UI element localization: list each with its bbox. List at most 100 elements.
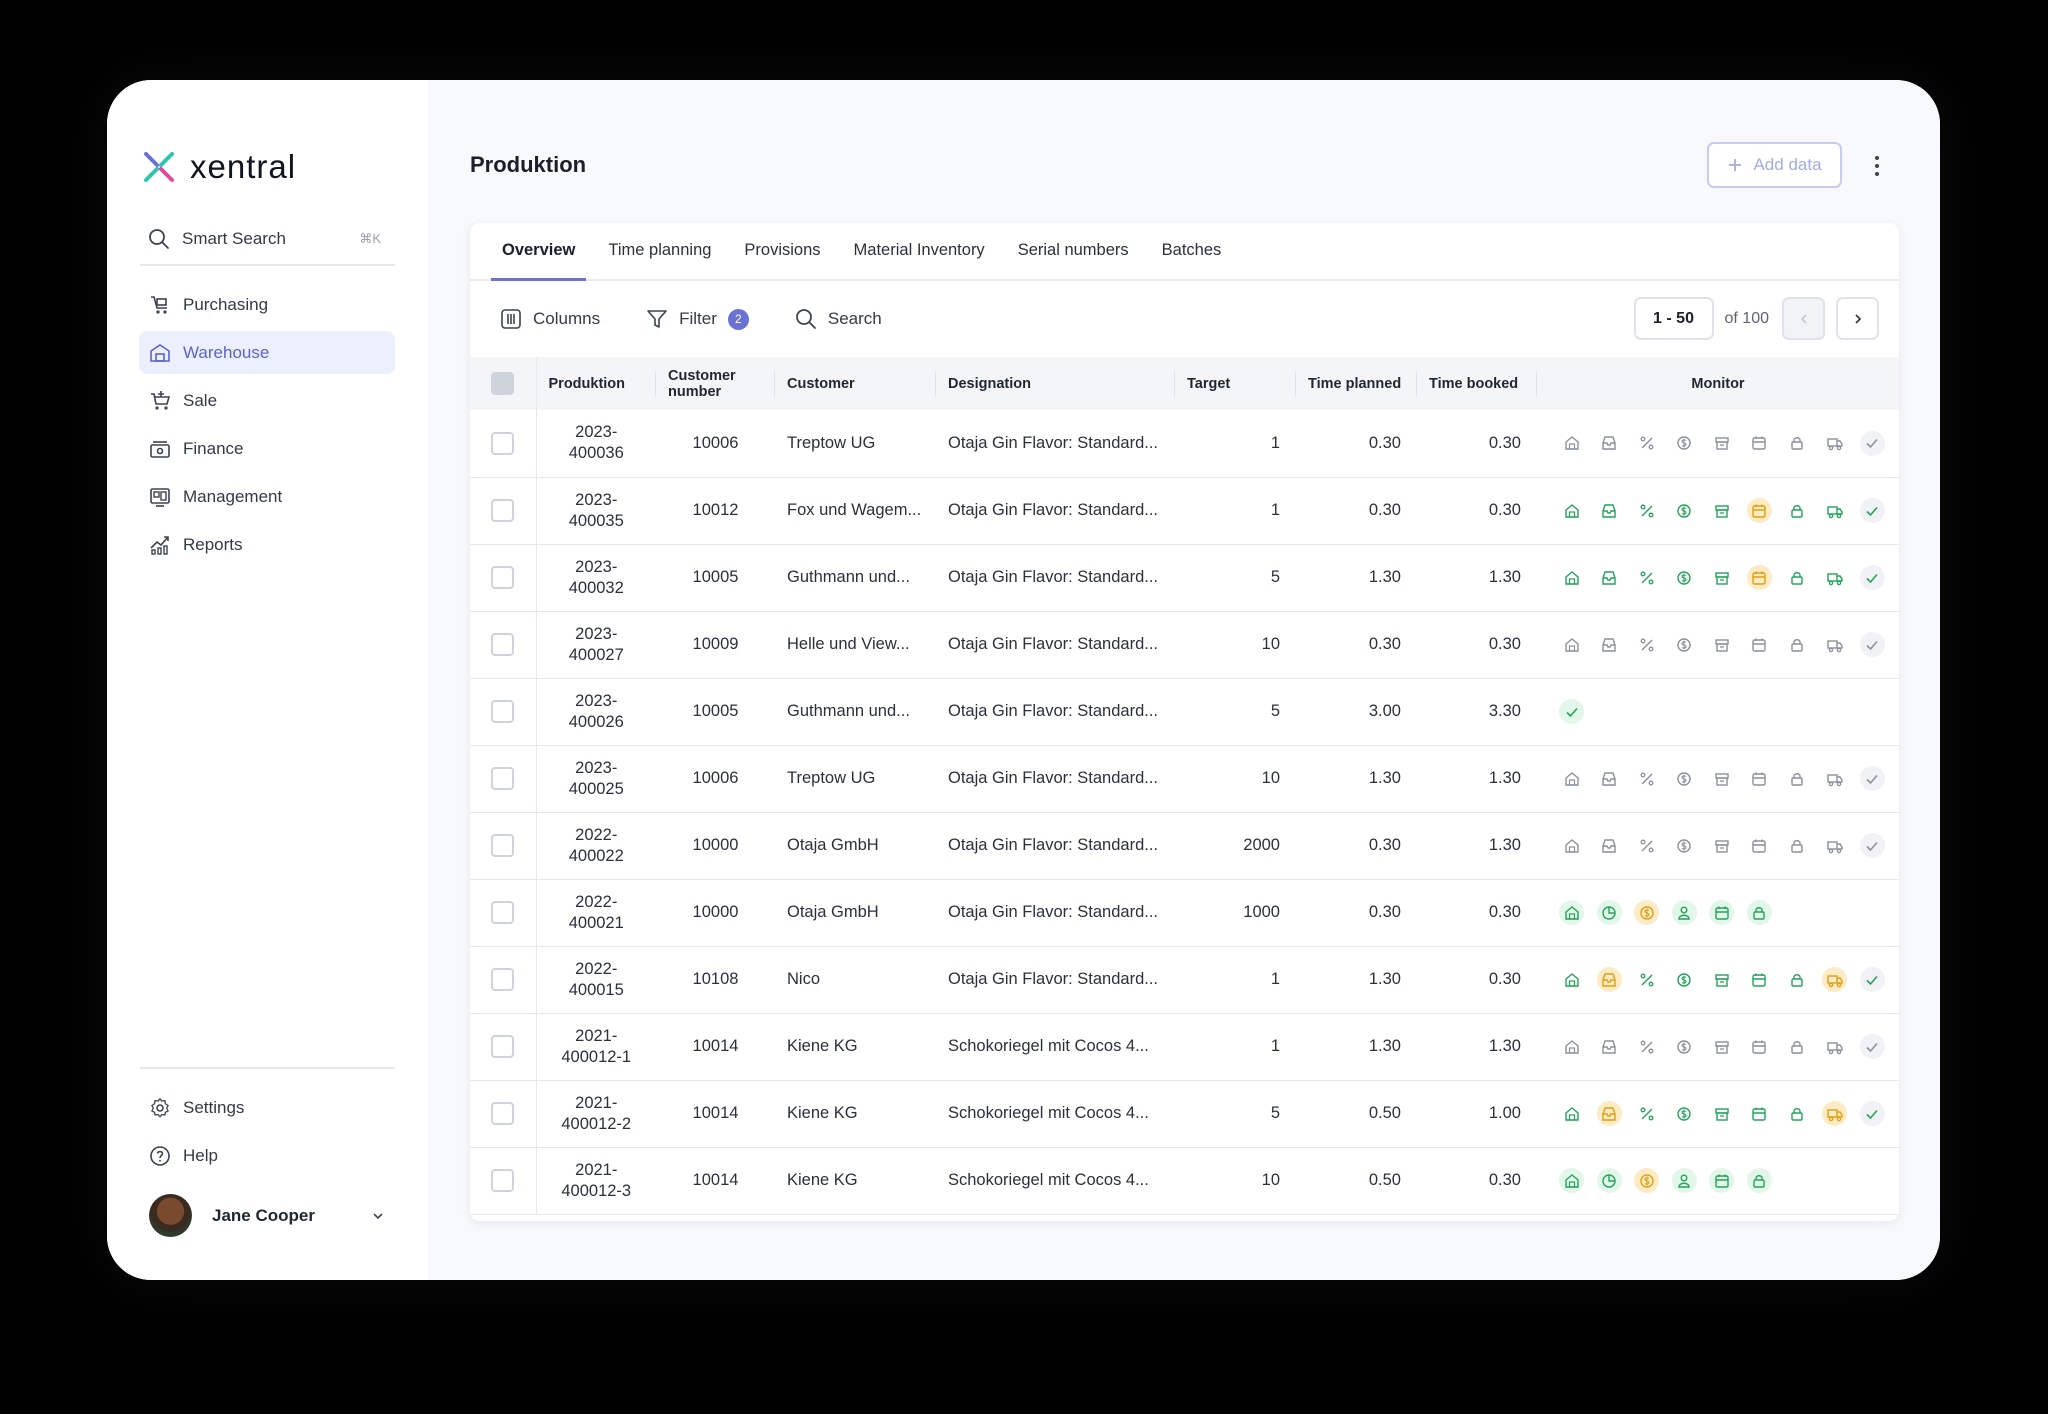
percent-icon[interactable] [1634, 632, 1659, 657]
lock-icon[interactable] [1746, 1168, 1772, 1193]
box-icon[interactable] [1709, 833, 1734, 858]
truck-icon[interactable] [1822, 431, 1847, 456]
tab-serial-numbers[interactable]: Serial numbers [1017, 241, 1129, 259]
coin-icon[interactable] [1672, 833, 1697, 858]
truck-icon[interactable] [1822, 1101, 1848, 1126]
table-row[interactable]: 2021- 400012-3 10014 Kiene KG Schokoriegel m… [470, 1147, 1899, 1214]
user-icon[interactable] [1671, 1168, 1697, 1193]
truck-icon[interactable] [1822, 632, 1847, 657]
table-row[interactable]: 2022- 400015 10108 Nico Otaja Gin Flavor: St… [470, 946, 1899, 1013]
next-page-button[interactable] [1836, 297, 1879, 340]
coin-icon[interactable] [1672, 498, 1697, 523]
calendar-icon[interactable] [1746, 565, 1772, 590]
table-row[interactable]: 2023- 400026 10005 Guthmann und... Otaja Gin… [470, 678, 1899, 745]
sidebar-item-settings[interactable]: Settings [139, 1086, 395, 1129]
tab-overview[interactable]: Overview [490, 223, 587, 281]
truck-icon[interactable] [1822, 498, 1847, 523]
columns-button[interactable]: Columns [500, 308, 600, 330]
box-icon[interactable] [1709, 565, 1734, 590]
box-icon[interactable] [1709, 632, 1734, 657]
calendar-icon[interactable] [1747, 967, 1772, 992]
row-checkbox[interactable] [470, 477, 537, 544]
user-icon[interactable] [1671, 900, 1697, 925]
inbox-icon[interactable] [1597, 498, 1622, 523]
inbox-icon[interactable] [1596, 967, 1622, 992]
col-target[interactable]: Target [1175, 357, 1296, 410]
row-checkbox[interactable] [470, 611, 537, 678]
calendar-icon[interactable] [1747, 1034, 1772, 1059]
row-checkbox[interactable] [470, 410, 537, 477]
lock-icon[interactable] [1785, 431, 1810, 456]
calendar-icon[interactable] [1746, 498, 1772, 523]
home-icon[interactable] [1559, 967, 1584, 992]
lock-icon[interactable] [1785, 766, 1810, 791]
col-monitor[interactable]: Monitor [1691, 375, 1745, 392]
coin-icon[interactable] [1672, 967, 1697, 992]
check-icon[interactable] [1859, 967, 1885, 992]
tab-material-inventory[interactable]: Material Inventory [853, 241, 985, 259]
smart-search[interactable]: Smart Search ⌘K [140, 220, 395, 266]
col-produktion[interactable]: Produktion [536, 357, 656, 410]
calendar-icon[interactable] [1747, 431, 1772, 456]
sidebar-item-reports[interactable]: Reports [139, 523, 395, 566]
check-icon[interactable] [1859, 565, 1885, 590]
add-data-button[interactable]: Add data [1707, 142, 1842, 188]
home-icon[interactable] [1559, 431, 1584, 456]
truck-icon[interactable] [1822, 565, 1847, 590]
table-row[interactable]: 2021- 400012-2 10014 Kiene KG Schokoriegel m… [470, 1080, 1899, 1147]
percent-icon[interactable] [1634, 833, 1659, 858]
tab-provisions[interactable]: Provisions [744, 241, 821, 259]
calendar-icon[interactable] [1747, 766, 1772, 791]
sidebar-item-management[interactable]: Management [139, 475, 395, 518]
home-icon[interactable] [1559, 1034, 1584, 1059]
row-checkbox[interactable] [470, 678, 537, 745]
truck-icon[interactable] [1822, 967, 1848, 992]
inbox-icon[interactable] [1596, 1101, 1622, 1126]
box-icon[interactable] [1709, 431, 1734, 456]
page-range[interactable]: 1 - 50 [1633, 297, 1714, 340]
home-icon[interactable] [1559, 565, 1584, 590]
check-icon[interactable] [1859, 632, 1885, 657]
percent-icon[interactable] [1634, 766, 1659, 791]
percent-icon[interactable] [1634, 565, 1659, 590]
table-row[interactable]: 2023- 400036 10006 Treptow UG Otaja Gin Flav… [470, 410, 1899, 477]
lock-icon[interactable] [1785, 632, 1810, 657]
home-icon[interactable] [1559, 632, 1584, 657]
check-icon[interactable] [1859, 1101, 1885, 1126]
check-icon[interactable] [1859, 430, 1885, 456]
box-icon[interactable] [1709, 1034, 1734, 1059]
lock-icon[interactable] [1785, 833, 1810, 858]
select-all-checkbox[interactable] [470, 357, 537, 410]
row-checkbox[interactable] [470, 544, 537, 611]
sidebar-item-help[interactable]: Help [139, 1134, 395, 1177]
truck-icon[interactable] [1822, 766, 1847, 791]
sidebar-item-purchasing[interactable]: Purchasing [139, 283, 395, 326]
col-time-planned[interactable]: Time planned [1296, 357, 1417, 410]
col-designation[interactable]: Designation [936, 357, 1175, 410]
calendar-icon[interactable] [1747, 632, 1772, 657]
table-row[interactable]: 2021- 400012-1 10014 Kiene KG Schokoriegel m… [470, 1013, 1899, 1080]
lock-icon[interactable] [1785, 1034, 1810, 1059]
filter-button[interactable]: Filter 2 [646, 308, 749, 330]
search-button[interactable]: Search [795, 308, 882, 330]
inbox-icon[interactable] [1597, 1034, 1622, 1059]
sidebar-item-finance[interactable]: Finance [139, 427, 395, 470]
col-customer-number[interactable]: Customer number [656, 357, 775, 410]
percent-icon[interactable] [1634, 431, 1659, 456]
coin-icon[interactable] [1672, 766, 1697, 791]
table-row[interactable]: 2023- 400035 10012 Fox und Wagem... Otaja Gi… [470, 477, 1899, 544]
calendar-icon[interactable] [1709, 1168, 1735, 1193]
check-icon[interactable] [1859, 833, 1885, 858]
percent-icon[interactable] [1634, 1034, 1659, 1059]
pie-chart-icon[interactable] [1596, 900, 1622, 925]
percent-icon[interactable] [1634, 967, 1659, 992]
coin-icon[interactable] [1634, 1168, 1660, 1193]
coin-icon[interactable] [1672, 1101, 1697, 1126]
inbox-icon[interactable] [1597, 632, 1622, 657]
check-icon[interactable] [1859, 766, 1885, 791]
row-checkbox[interactable] [470, 812, 537, 879]
sidebar-item-sale[interactable]: Sale [139, 379, 395, 422]
lock-icon[interactable] [1746, 900, 1772, 925]
row-checkbox[interactable] [470, 1080, 537, 1147]
status-check-icon[interactable] [1559, 699, 1584, 724]
